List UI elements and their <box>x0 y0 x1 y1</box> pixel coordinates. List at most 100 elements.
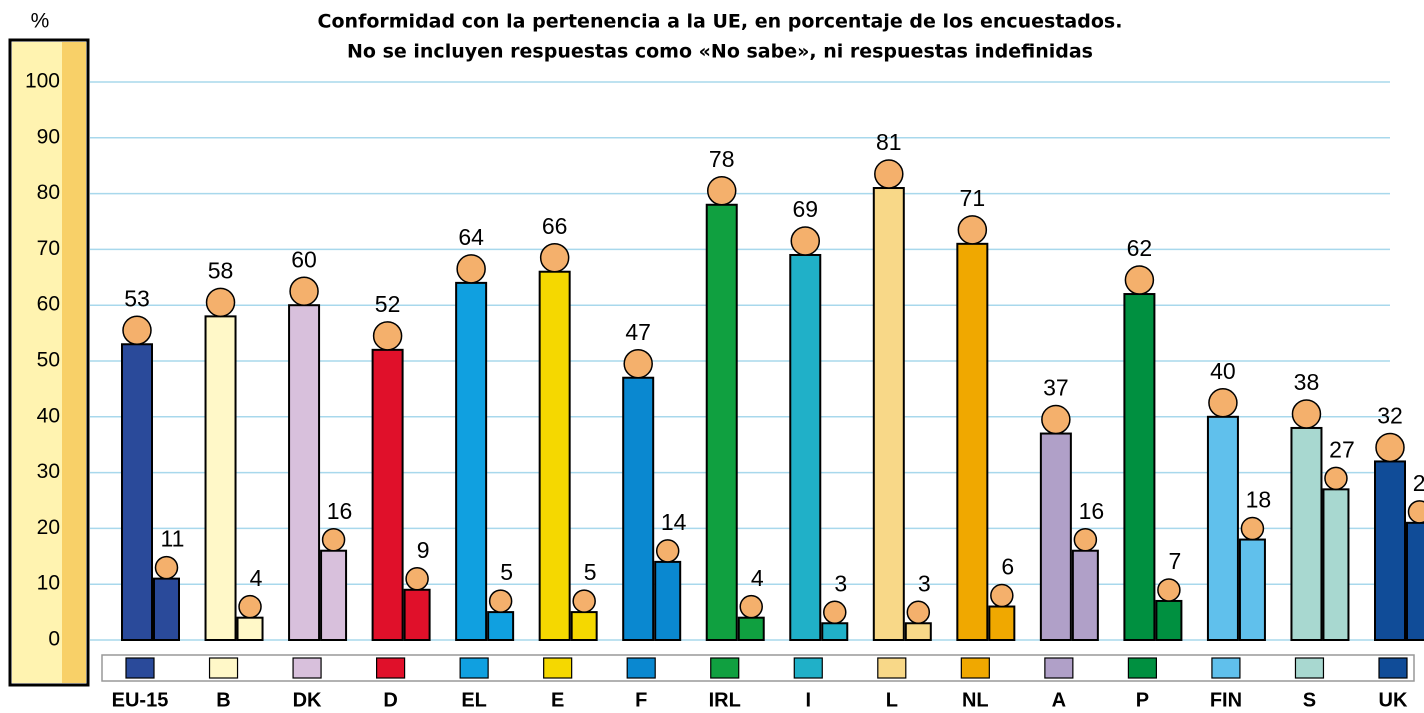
bar <box>153 577 180 641</box>
x-tick-label: NL <box>962 689 989 711</box>
head <box>623 348 653 379</box>
bar <box>1039 432 1072 642</box>
value-label: 66 <box>542 213 568 239</box>
legend-swatch <box>1044 657 1074 679</box>
value-label: 47 <box>625 319 651 345</box>
bar <box>904 622 932 642</box>
legend-swatch <box>877 657 907 679</box>
head <box>823 600 847 625</box>
bar <box>204 315 237 641</box>
y-axis-label: % <box>31 10 50 33</box>
head <box>739 594 763 619</box>
x-tick-label: IRL <box>709 689 741 711</box>
head <box>874 159 904 189</box>
value-label: 52 <box>375 291 401 317</box>
bar <box>570 611 598 641</box>
x-tick-label: EU-15 <box>112 689 169 711</box>
x-tick-label: UK <box>1379 689 1408 711</box>
legend-swatch <box>125 657 155 679</box>
x-tick-label: DK <box>293 689 322 711</box>
x-tick-label: A <box>1052 689 1066 711</box>
bar <box>622 376 655 641</box>
value-label: 60 <box>291 246 317 272</box>
head <box>706 176 737 206</box>
y-tick-label: 30 <box>37 460 60 483</box>
head <box>1041 404 1071 435</box>
head <box>372 321 403 351</box>
head <box>321 527 346 552</box>
bar <box>1322 488 1350 641</box>
y-tick-label: 50 <box>37 349 60 372</box>
head <box>957 215 988 245</box>
bar <box>320 549 348 641</box>
bar <box>988 605 1016 642</box>
bar <box>487 611 515 641</box>
legend-swatch <box>1127 657 1158 679</box>
value-label: 7 <box>1169 548 1182 574</box>
head <box>1208 388 1238 418</box>
value-label: 62 <box>1127 235 1153 261</box>
head <box>1124 265 1155 295</box>
y-tick-label: 90 <box>37 125 60 148</box>
bar <box>1238 538 1266 641</box>
head <box>1291 399 1322 429</box>
head <box>456 254 486 284</box>
legend-swatch <box>1294 657 1325 679</box>
legend-swatch <box>793 657 823 679</box>
head <box>405 567 429 591</box>
bar <box>538 270 571 641</box>
bar <box>1406 521 1424 642</box>
value-label: 14 <box>661 509 687 535</box>
chart-title: Conformidad con la pertenencia a la UE, … <box>318 11 1123 33</box>
x-tick-label: I <box>805 689 811 711</box>
value-label: 4 <box>751 565 764 591</box>
y-tick-label: 80 <box>37 181 60 204</box>
bar <box>403 588 431 642</box>
x-tick-label: B <box>216 689 230 711</box>
value-label: 69 <box>792 196 818 222</box>
bar <box>654 560 682 642</box>
x-tick-label: FIN <box>1210 689 1242 711</box>
y-tick-label: 70 <box>37 237 60 260</box>
bar <box>1123 293 1156 641</box>
legend-swatch <box>626 657 656 679</box>
bar <box>956 242 989 641</box>
legend-swatch <box>376 657 406 679</box>
head <box>1157 578 1181 602</box>
legend-swatch <box>1378 657 1408 679</box>
bar <box>1374 460 1406 641</box>
x-tick-label: F <box>635 689 647 711</box>
bar <box>1290 426 1323 641</box>
y-axis-band <box>62 42 86 683</box>
value-label: 58 <box>208 257 234 283</box>
value-label: 6 <box>1001 554 1014 580</box>
value-label: 5 <box>500 559 513 585</box>
head <box>655 539 680 563</box>
legend-swatch <box>960 657 990 679</box>
bar <box>371 348 404 641</box>
head <box>1073 527 1098 552</box>
bar <box>121 343 153 641</box>
bar <box>1071 549 1099 641</box>
head <box>289 276 319 306</box>
head <box>205 287 236 318</box>
head <box>122 315 152 346</box>
value-label: 21 <box>1413 470 1424 496</box>
x-tick-label: D <box>383 689 397 711</box>
value-label: 16 <box>327 498 353 524</box>
value-label: 5 <box>584 559 597 585</box>
y-tick-label: 20 <box>37 516 60 539</box>
bar <box>1155 599 1183 642</box>
head <box>906 600 931 625</box>
value-label: 3 <box>834 570 847 596</box>
value-label: 9 <box>417 537 430 563</box>
bar <box>1206 415 1239 641</box>
value-label: 38 <box>1294 369 1320 395</box>
head <box>238 594 262 619</box>
head <box>539 242 570 273</box>
legend-swatch <box>208 657 239 679</box>
value-label: 18 <box>1246 487 1272 513</box>
bar <box>288 304 321 641</box>
bar <box>236 616 264 641</box>
